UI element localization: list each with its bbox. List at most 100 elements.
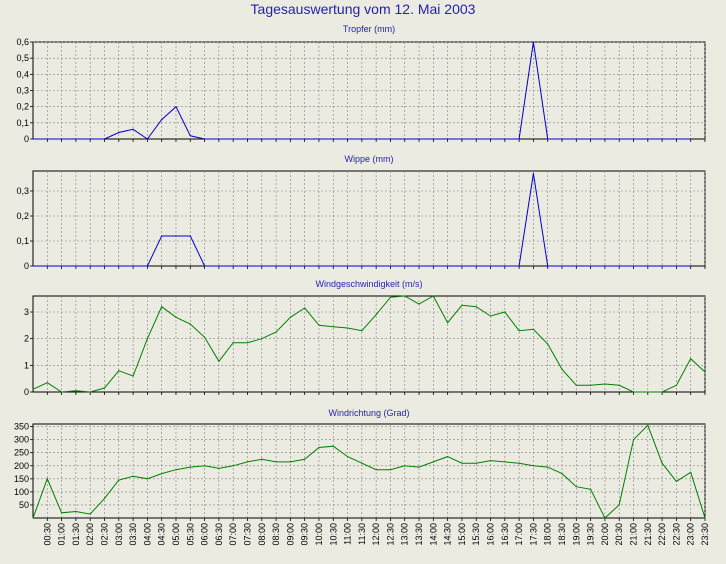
panel-2: Wippe (mm) 0 0,1 0,2 0,3 [16,154,706,271]
data-point [189,323,191,325]
data-point [690,358,692,360]
data-point [332,445,334,447]
data-point [175,469,177,471]
plot-frame [32,295,706,393]
x-tick-label: 04:00 [142,523,152,546]
y-tick-label: 1 [24,360,29,370]
data-point [89,513,91,515]
data-point [475,462,477,464]
x-tick-label: 20:30 [614,523,624,546]
data-point [332,138,334,140]
y-tick-label: 0,1 [16,236,29,246]
data-point [547,265,549,267]
x-tick-label: 13:00 [400,523,410,546]
x-tick-label: 10:30 [328,523,338,546]
data-point [518,462,520,464]
x-tick-label: 20:00 [600,523,610,546]
data-point [690,265,692,267]
data-point [189,466,191,468]
data-point [361,330,363,332]
data-point [418,265,420,267]
data-point [618,265,620,267]
data-point [318,138,320,140]
data-point [161,235,163,237]
data-point [704,371,706,373]
main-title: Tagesauswertung vom 12. Mai 2003 [250,1,476,17]
data-point [704,517,706,519]
x-tick-label: 23:30 [700,523,710,546]
data-point [475,265,477,267]
data-point [218,265,220,267]
data-point [675,384,678,386]
x-tick-label: 11:30 [357,523,367,545]
data-point [561,473,563,475]
data-point [232,138,234,140]
data-point [46,265,48,267]
data-point [590,265,592,267]
data-point [489,459,492,462]
data-point [103,497,106,500]
data-point [461,462,463,464]
x-tick-label: 12:30 [385,523,395,546]
y-tick-label: 0,3 [16,186,29,196]
x-tick-label: 14:00 [428,523,438,546]
data-point [632,265,635,267]
data-point [547,343,549,345]
data-point [203,465,206,467]
data-point [389,138,392,140]
x-tick-label: 18:00 [543,523,553,546]
data-point [518,138,520,140]
plot-frame [32,170,706,267]
x-tick-label: 01:30 [71,523,81,546]
data-point [75,510,77,513]
data-point [132,375,134,377]
data-point [89,391,91,393]
plot-frame [32,423,706,519]
data-point [304,307,306,309]
data-point [418,138,420,140]
data-point [361,265,363,267]
data-point [46,478,48,480]
data-point [118,370,120,372]
data-point [690,471,692,473]
data-point [218,138,220,140]
data-point [489,315,492,317]
data-point [404,295,406,297]
data-point [275,138,277,140]
data-point [46,382,48,384]
data-point [346,327,349,329]
data-point [489,138,492,140]
x-tick-label: 15:00 [457,523,467,546]
panel-title: Tropfer (mm) [343,24,395,34]
data-point [575,138,577,140]
data-point [561,368,563,370]
data-point [189,135,191,137]
data-point [618,384,620,386]
x-tick-label: 21:30 [643,523,653,546]
y-tick-label: 0,3 [16,86,29,96]
x-tick-label: 02:30 [99,523,109,546]
data-point [304,265,306,267]
data-point [218,360,220,362]
data-point [389,469,392,471]
data-point [404,265,406,267]
x-tick-label: 08:30 [271,523,281,546]
data-point [590,138,592,140]
data-point [675,265,678,267]
data-point [261,138,263,140]
data-point [461,138,463,140]
y-tick-label: 300 [14,435,29,445]
y-tick-label: 3 [24,307,29,317]
data-point [132,265,134,267]
data-point [561,265,563,267]
x-axis-labels: 00:30 01:00 01:30 02:00 02:30 03:00 03:30 04:00… [42,523,710,546]
data-point [60,512,63,514]
panel-4: Windrichtung (Grad) 50 100 150 200 250 300 350 [14,408,706,521]
x-tick-label: 06:00 [200,523,210,546]
data-point [146,478,148,480]
data-point [590,384,592,386]
x-tick-label: 13:30 [414,523,424,546]
data-point [604,265,606,267]
data-point [690,138,692,140]
data-point [32,388,34,390]
